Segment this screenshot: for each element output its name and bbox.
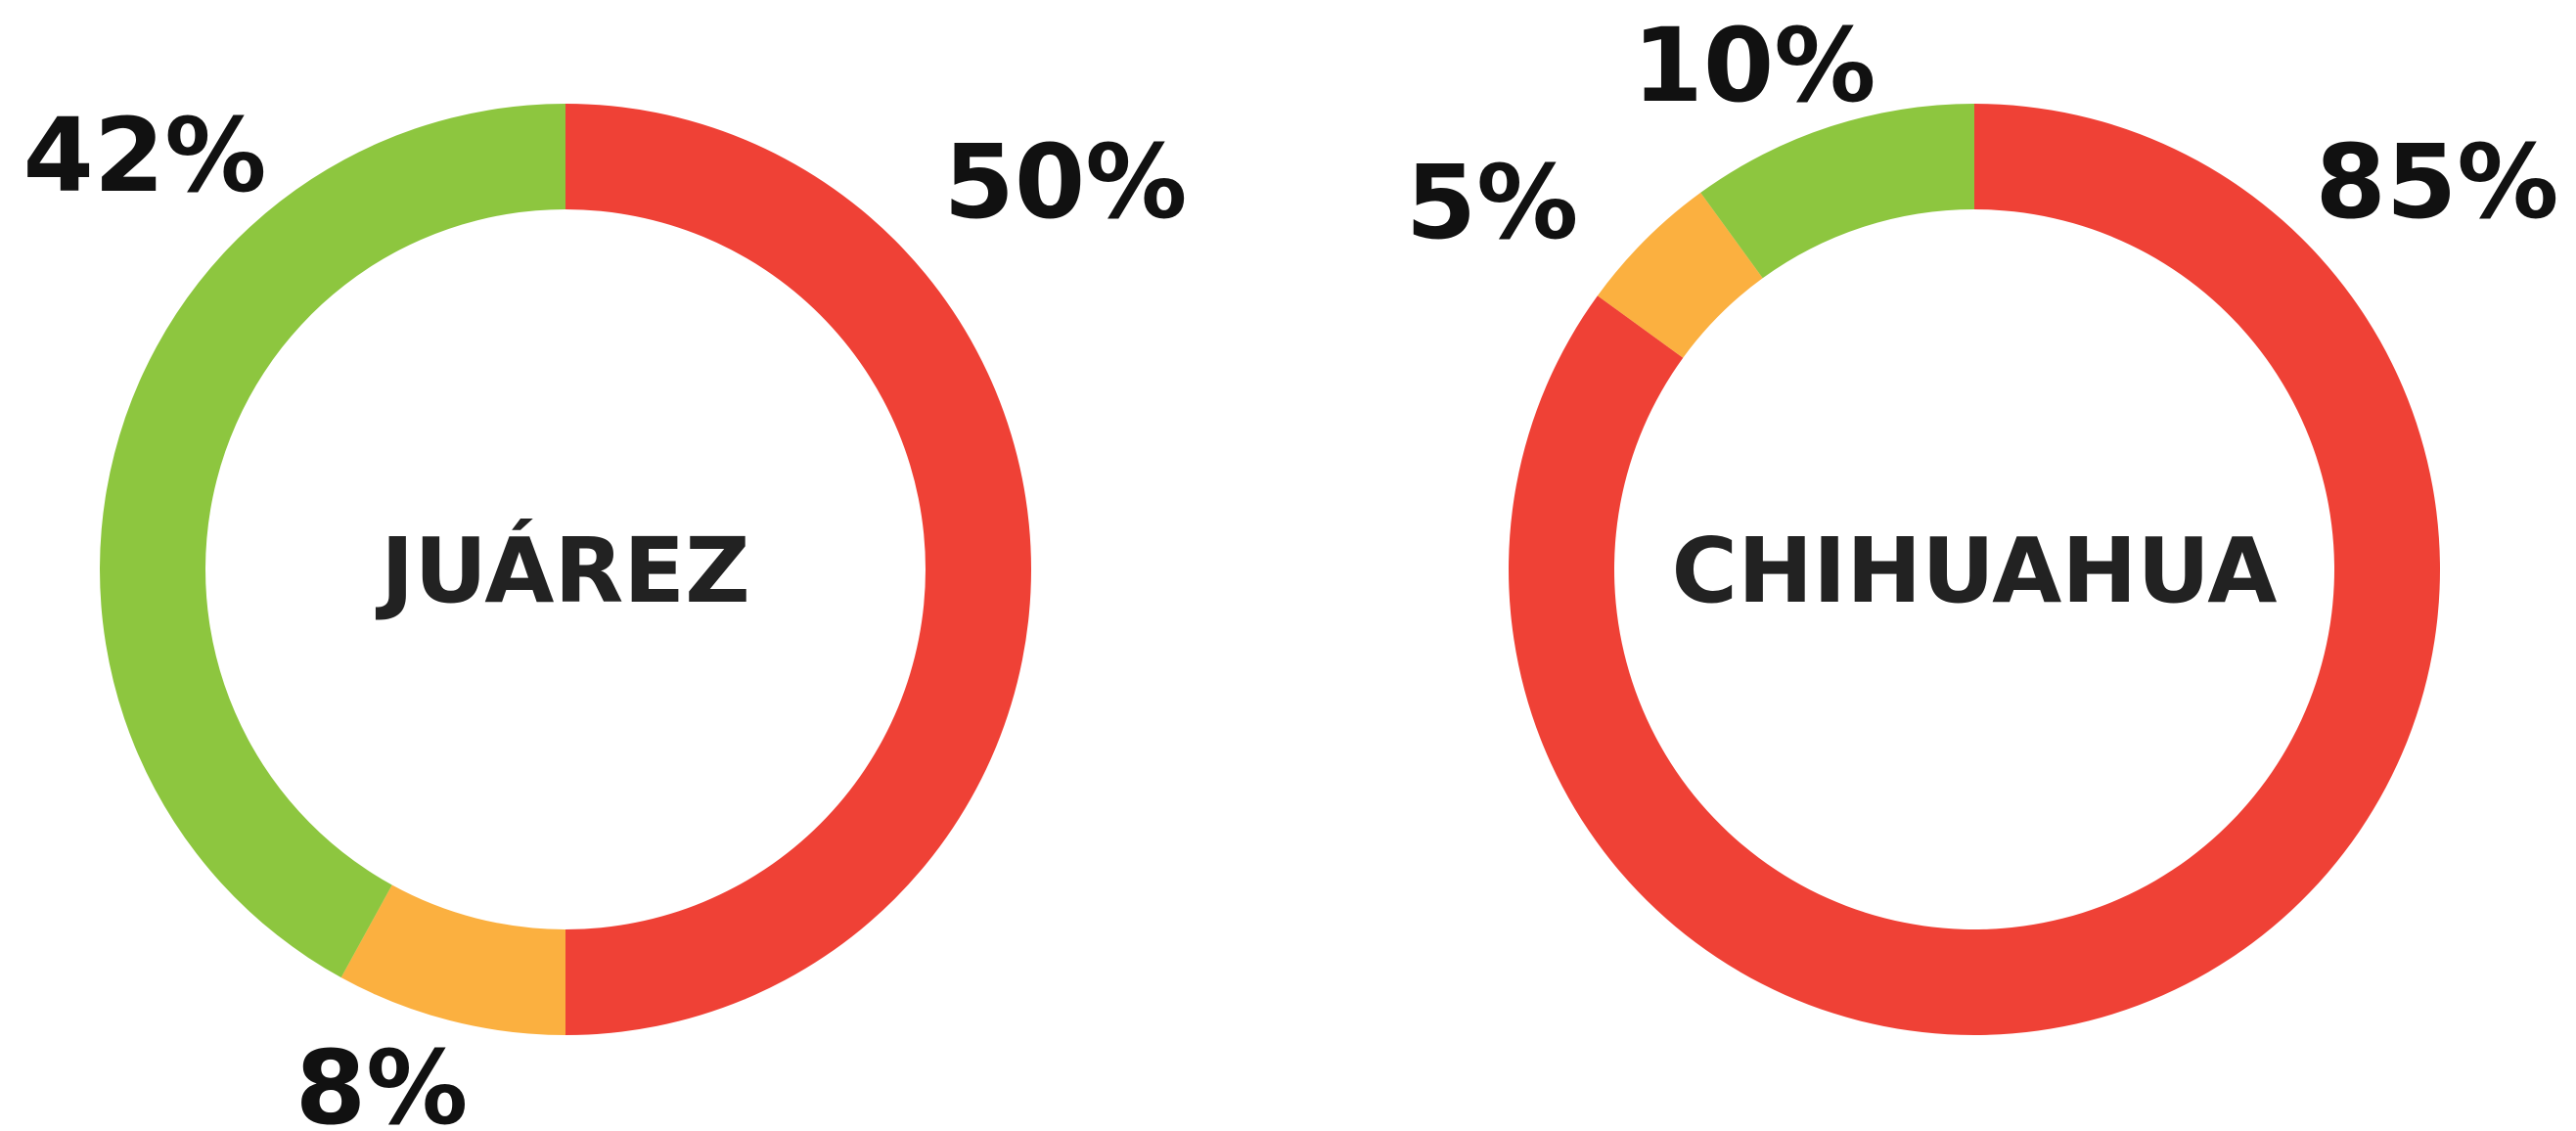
juarez-slice-label-2: 42% bbox=[23, 96, 267, 215]
juarez-donut-chart: 50% 8% 42% JUÁREZ bbox=[23, 96, 1188, 1131]
juarez-slice-2 bbox=[99, 104, 566, 978]
chihuahua-slice-label-0: 85% bbox=[2316, 122, 2559, 242]
chihuahua-slice-label-2: 10% bbox=[1633, 6, 1876, 125]
chihuahua-center-title: CHIHUAHUA bbox=[1672, 519, 2278, 623]
juarez-slice-0 bbox=[565, 104, 1031, 1035]
juarez-center-title: JUÁREZ bbox=[375, 518, 750, 623]
juarez-slice-label-1: 8% bbox=[295, 1028, 469, 1131]
chihuahua-slice-label-1: 5% bbox=[1406, 143, 1579, 262]
juarez-slice-1 bbox=[340, 884, 565, 1035]
chihuahua-slice-1 bbox=[1597, 192, 1763, 358]
chihuahua-slice-2 bbox=[1700, 104, 1974, 279]
juarez-slice-label-0: 50% bbox=[944, 122, 1188, 242]
chihuahua-donut-chart: 85% 5% 10% CHIHUAHUA bbox=[1406, 6, 2559, 1035]
